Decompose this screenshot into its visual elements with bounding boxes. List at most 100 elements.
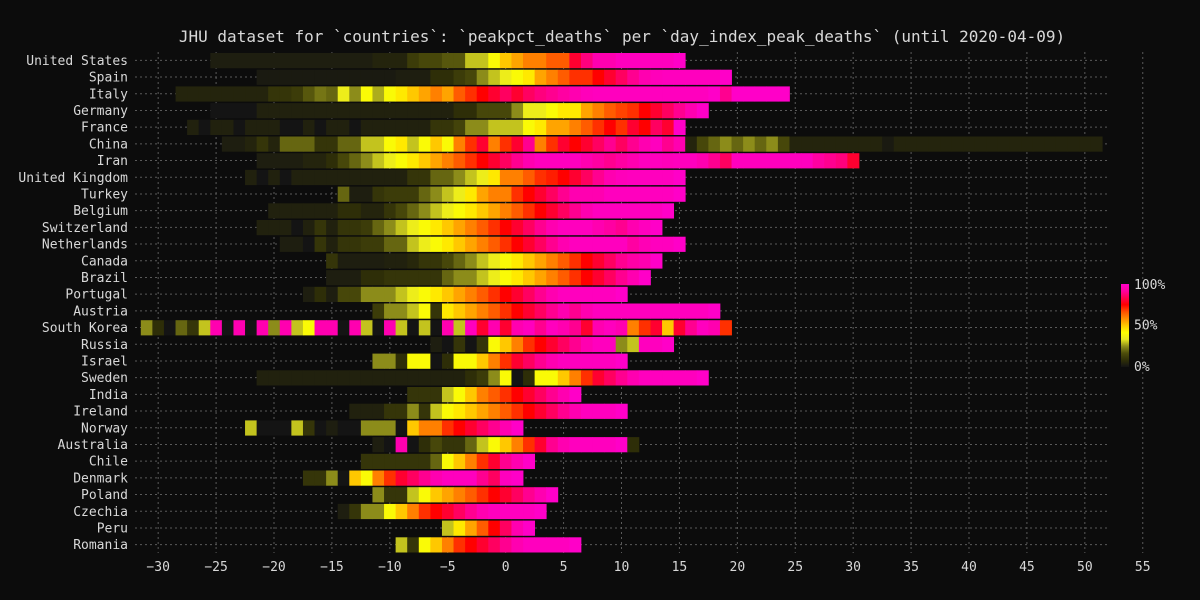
heatmap-cell xyxy=(407,153,420,169)
heatmap-cell xyxy=(916,136,929,152)
heatmap-cell xyxy=(476,320,489,336)
heatmap-cell xyxy=(302,119,315,135)
heatmap-cell xyxy=(650,303,663,319)
heatmap-cell xyxy=(384,236,397,252)
heatmap-cell xyxy=(662,203,675,219)
heatmap-cell xyxy=(534,387,547,403)
heatmap-cell xyxy=(407,403,420,419)
heatmap-cell xyxy=(511,403,524,419)
heatmap-cell xyxy=(662,370,675,386)
heatmap-cell xyxy=(685,153,698,169)
heatmap-cell xyxy=(511,286,524,302)
heatmap-cell xyxy=(476,453,489,469)
heatmap-cell xyxy=(499,136,512,152)
heatmap-cell xyxy=(268,103,281,119)
heatmap-cell xyxy=(441,53,454,69)
heatmap-cell xyxy=(488,53,501,69)
heatmap-cell xyxy=(256,119,269,135)
heatmap-cell xyxy=(511,136,524,152)
x-tick-label: 5 xyxy=(560,560,568,575)
heatmap-cell xyxy=(372,169,385,186)
heatmap-cell xyxy=(418,403,431,419)
heatmap-cell xyxy=(662,336,675,353)
heatmap-cell xyxy=(268,119,281,135)
heatmap-cell xyxy=(569,403,582,419)
heatmap-cell xyxy=(291,69,304,85)
heatmap-cell xyxy=(546,437,559,453)
heatmap-cell xyxy=(696,136,709,152)
heatmap-cell xyxy=(221,86,234,102)
heatmap-cell xyxy=(557,53,570,69)
heatmap-cell xyxy=(557,203,570,219)
heatmap-cell xyxy=(546,119,559,135)
heatmap-cell xyxy=(499,403,512,419)
heatmap-cell xyxy=(592,119,605,135)
heatmap-cell xyxy=(592,270,605,286)
heatmap-cell xyxy=(476,169,489,186)
heatmap-cell xyxy=(395,503,408,520)
heatmap-cell xyxy=(349,69,362,85)
heatmap-cell xyxy=(302,153,315,169)
heatmap-cell xyxy=(569,320,582,336)
heatmap-cell xyxy=(546,336,559,353)
heatmap-cell xyxy=(615,103,628,119)
heatmap-cell xyxy=(349,236,362,252)
heatmap-cell xyxy=(465,403,478,419)
heatmap-cell xyxy=(615,186,628,202)
heatmap-cell xyxy=(569,86,582,102)
heatmap-cell xyxy=(210,103,223,119)
heatmap-cell xyxy=(465,520,478,536)
heatmap-cell xyxy=(418,53,431,69)
heatmap-cell xyxy=(210,320,223,336)
heatmap-cell xyxy=(453,169,466,186)
heatmap-cell xyxy=(453,69,466,85)
heatmap-cell xyxy=(453,203,466,219)
heatmap-cell xyxy=(349,86,362,102)
heatmap-cell xyxy=(372,53,385,69)
heatmap-cell xyxy=(407,487,420,503)
heatmap-cell xyxy=(696,103,709,119)
heatmap-cell xyxy=(766,136,779,152)
heatmap-cell xyxy=(592,153,605,169)
heatmap-cell xyxy=(685,86,698,102)
heatmap-cell xyxy=(291,220,304,236)
heatmap-cell xyxy=(638,119,651,135)
heatmap-cell xyxy=(604,86,617,102)
heatmap-cell xyxy=(407,420,420,436)
heatmap-cell xyxy=(441,503,454,520)
heatmap-cell xyxy=(314,470,327,486)
heatmap-cell xyxy=(604,103,617,119)
colorbar-min-label: 0% xyxy=(1134,360,1150,375)
heatmap-cell xyxy=(696,86,709,102)
heatmap-cell xyxy=(476,53,489,69)
heatmap-cell xyxy=(488,303,501,319)
heatmap-cell xyxy=(372,220,385,236)
heatmap-cell xyxy=(557,387,570,403)
heatmap-cell xyxy=(638,103,651,119)
heatmap-cell xyxy=(384,103,397,119)
heatmap-cell xyxy=(650,370,663,386)
heatmap-cell xyxy=(465,220,478,236)
heatmap-cell xyxy=(580,236,593,252)
heatmap-cell xyxy=(1090,136,1103,152)
heatmap-cell xyxy=(395,303,408,319)
heatmap-cell xyxy=(302,320,315,336)
heatmap-cell xyxy=(673,370,686,386)
heatmap-cell xyxy=(488,370,501,386)
heatmap-cell xyxy=(337,470,350,486)
heatmap-cell xyxy=(569,336,582,353)
heatmap-cell xyxy=(696,69,709,85)
heatmap-cell xyxy=(986,136,999,152)
heatmap-cell xyxy=(523,203,536,219)
heatmap-cell xyxy=(407,537,420,553)
heatmap-cell xyxy=(615,203,628,219)
heatmap-cell xyxy=(499,103,512,119)
heatmap-cell xyxy=(546,320,559,336)
x-tick-label: 30 xyxy=(845,560,861,575)
heatmap-cell xyxy=(476,69,489,85)
heatmap-cell xyxy=(465,186,478,202)
heatmap-cell xyxy=(685,320,698,336)
heatmap-cell xyxy=(418,487,431,503)
heatmap-cell xyxy=(615,119,628,135)
heatmap-cell xyxy=(731,86,744,102)
